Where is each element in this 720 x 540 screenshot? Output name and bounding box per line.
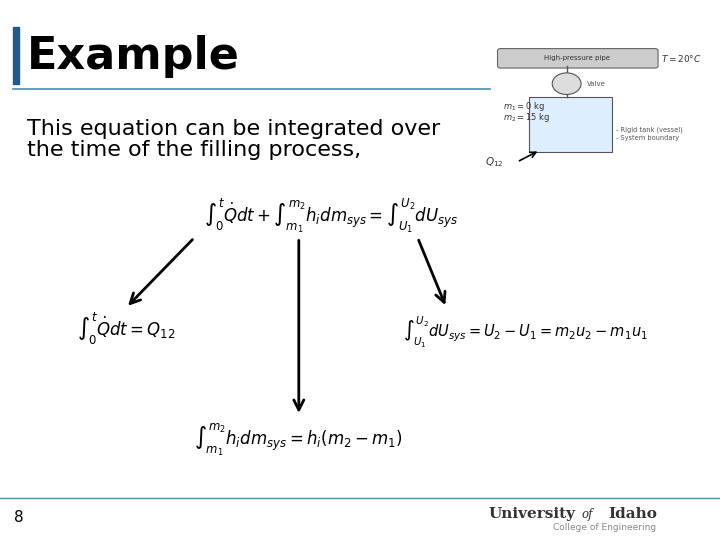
Text: $T = 20°C$: $T = 20°C$: [661, 53, 702, 64]
Text: $Q_{12}$: $Q_{12}$: [485, 155, 504, 169]
Bar: [529, 97, 612, 152]
Text: the time of the filling process,: the time of the filling process,: [27, 140, 361, 160]
Text: 8: 8: [14, 510, 24, 525]
Text: $\int_{U_1}^{U_2} dU_{sys} = U_2 - U_1 = m_2 u_2 - m_1 u_1$: $\int_{U_1}^{U_2} dU_{sys} = U_2 - U_1 =…: [403, 314, 648, 350]
Text: College of Engineering: College of Engineering: [553, 523, 657, 531]
Text: - System boundary: - System boundary: [616, 134, 679, 141]
FancyBboxPatch shape: [498, 49, 658, 68]
Circle shape: [552, 73, 581, 94]
Text: Idaho: Idaho: [608, 507, 657, 521]
Text: of: of: [582, 508, 593, 521]
Text: - Rigid tank (vessel): - Rigid tank (vessel): [616, 126, 683, 133]
Text: This equation can be integrated over: This equation can be integrated over: [27, 119, 441, 139]
Text: $m_2 = 15\ \mathrm{kg}$: $m_2 = 15\ \mathrm{kg}$: [503, 111, 550, 124]
Text: $m_1 = 0\ \mathrm{kg}$: $m_1 = 0\ \mathrm{kg}$: [503, 100, 544, 113]
Text: High-pressure pipe: High-pressure pipe: [544, 55, 611, 62]
Text: $\int_0^t \dot{Q}dt = Q_{12}$: $\int_0^t \dot{Q}dt = Q_{12}$: [77, 312, 175, 347]
Text: $\int_0^t \dot{Q}dt + \int_{m_1}^{m_2} h_i dm_{sys} = \int_{U_1}^{U_2} dU_{sys}$: $\int_0^t \dot{Q}dt + \int_{m_1}^{m_2} h…: [204, 197, 458, 235]
Text: University: University: [489, 507, 576, 521]
Bar: [13, 27, 19, 84]
Text: $\int_{m_1}^{m_2} h_i dm_{sys} = h_i \left(m_2 - m_1\right)$: $\int_{m_1}^{m_2} h_i dm_{sys} = h_i \le…: [194, 422, 403, 458]
Text: Valve: Valve: [587, 80, 606, 87]
Text: Example: Example: [27, 35, 240, 78]
